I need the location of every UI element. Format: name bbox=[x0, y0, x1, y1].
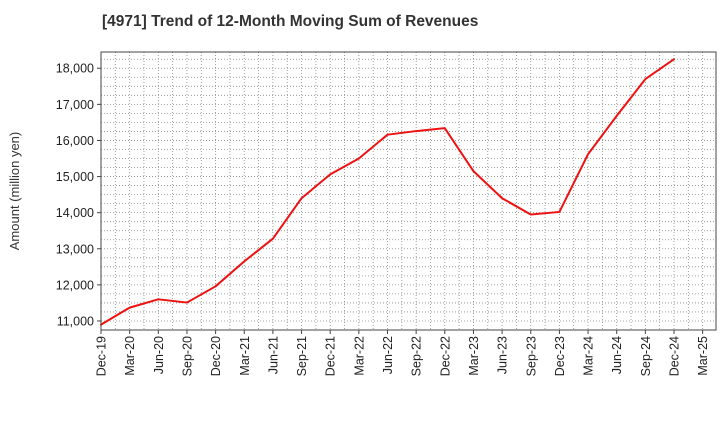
y-tick-label: 18,000 bbox=[56, 62, 94, 76]
plot-area bbox=[101, 52, 716, 330]
x-tick-label: Mar-23 bbox=[467, 336, 481, 376]
x-tick-label: Sep-21 bbox=[295, 336, 309, 376]
y-tick-label: 12,000 bbox=[56, 278, 94, 292]
x-tick-label: Dec-20 bbox=[209, 336, 223, 376]
series-layer bbox=[100, 58, 675, 326]
chart-title: [4971] Trend of 12-Month Moving Sum of R… bbox=[102, 13, 479, 30]
plot-frame bbox=[100, 51, 717, 331]
y-axis-ticks: 11,000 12,000 13,000 14,000 15,000 16,000 17,0… bbox=[56, 62, 101, 328]
x-tick-label: Sep-23 bbox=[524, 336, 538, 376]
x-tick-label: Mar-22 bbox=[352, 336, 366, 376]
y-tick-label: 15,000 bbox=[56, 170, 94, 184]
y-tick-label: 14,000 bbox=[56, 206, 94, 220]
x-tick-label: Mar-24 bbox=[582, 336, 596, 376]
x-tick-label: Jun-23 bbox=[496, 336, 510, 374]
y-tick-label: 17,000 bbox=[56, 98, 94, 112]
x-axis-ticks: Dec-19 Mar-20 Jun-20 Sep-20 Dec-20 Mar-21 Jun-… bbox=[95, 330, 710, 376]
y-tick-label: 13,000 bbox=[56, 242, 94, 256]
x-tick-label: Jun-24 bbox=[610, 336, 624, 374]
x-tick-label: Sep-24 bbox=[639, 336, 653, 376]
x-tick-label: Sep-20 bbox=[180, 336, 194, 376]
grid bbox=[101, 52, 716, 330]
x-tick-label: Mar-20 bbox=[123, 336, 137, 376]
x-tick-label: Dec-23 bbox=[553, 336, 567, 376]
y-tick-label: 16,000 bbox=[56, 134, 94, 148]
x-tick-label: Dec-24 bbox=[668, 336, 682, 376]
x-tick-label: Dec-19 bbox=[95, 336, 109, 376]
x-tick-label: Dec-21 bbox=[324, 336, 338, 376]
x-tick-label: Jun-21 bbox=[266, 336, 280, 374]
x-tick-label: Jun-20 bbox=[152, 336, 166, 374]
x-tick-label: Dec-22 bbox=[438, 336, 452, 376]
y-axis-title: Amount (million yen) bbox=[7, 132, 22, 251]
y-tick-label: 11,000 bbox=[57, 314, 94, 328]
x-tick-label: Jun-22 bbox=[381, 336, 395, 374]
x-tick-label: Mar-21 bbox=[238, 336, 252, 376]
x-tick-label: Mar-25 bbox=[696, 336, 710, 376]
x-tick-label: Sep-22 bbox=[410, 336, 424, 376]
